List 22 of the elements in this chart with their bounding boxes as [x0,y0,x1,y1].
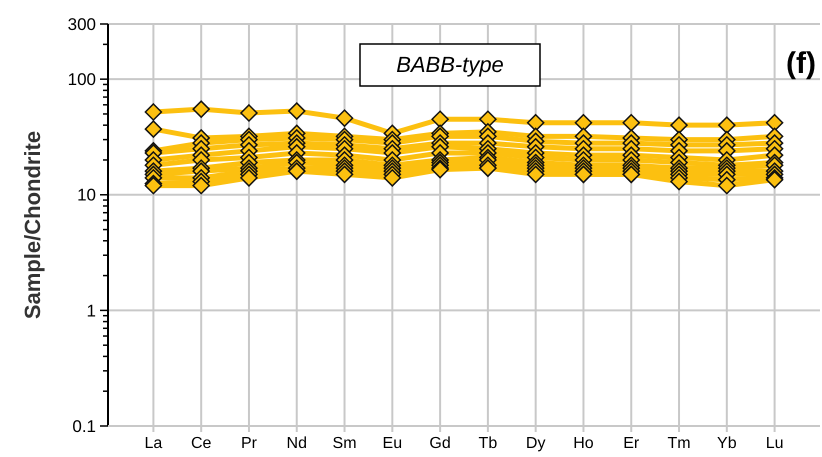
y-tick-label: 1 [86,301,96,320]
x-tick-label: Sm [332,435,357,452]
x-tick-label: La [144,435,162,452]
y-axis-title: Sample/Chondrite [20,130,45,320]
x-tick-label: Lu [766,435,784,452]
x-tick-label: Tm [667,435,691,452]
y-tick-label: 10 [77,186,96,205]
x-tick-label: Gd [429,435,451,452]
x-tick-label: Dy [526,435,546,452]
text: BABB-type [396,52,504,77]
x-tick-label: Eu [382,435,402,452]
x-tick-label: Er [623,435,640,452]
x-tick-label: Ce [190,435,212,452]
y-tick-label: 0.1 [72,416,96,436]
x-tick-label: Pr [240,435,258,452]
x-tick-label: Yb [717,435,737,452]
x-tick-label: Tb [478,435,498,452]
y-tick-label: 300 [68,14,96,34]
x-tick-label: Nd [286,435,307,452]
x-tick-label: Ho [573,435,594,452]
y-tick-label: 100 [68,70,96,90]
annotation: (f) [786,47,816,80]
